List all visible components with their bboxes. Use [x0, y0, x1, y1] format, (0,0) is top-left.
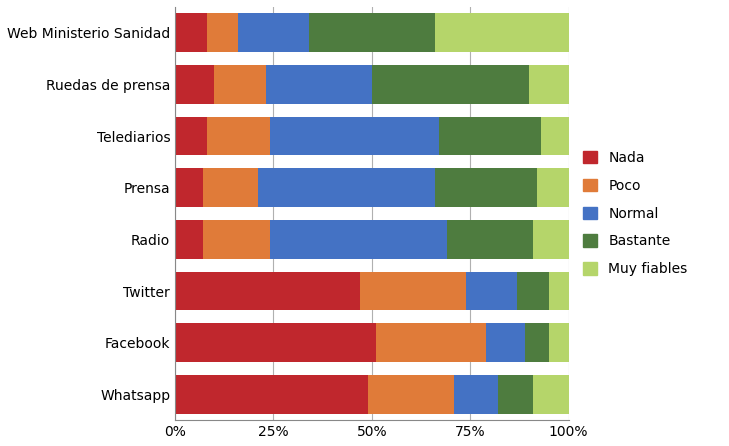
Bar [541, 117, 569, 156]
Bar [549, 272, 569, 310]
Bar [526, 323, 549, 362]
Bar [447, 220, 533, 259]
Bar [375, 323, 486, 362]
Bar [498, 375, 533, 414]
Bar [203, 169, 258, 207]
Legend: Nada, Poco, Normal, Bastante, Muy fiables: Nada, Poco, Normal, Bastante, Muy fiable… [583, 151, 687, 277]
Bar [238, 13, 309, 52]
Bar [486, 323, 526, 362]
Bar [309, 13, 434, 52]
Bar [175, 117, 206, 156]
Bar [214, 65, 265, 104]
Bar [206, 13, 238, 52]
Bar [258, 169, 434, 207]
Bar [175, 65, 214, 104]
Bar [529, 65, 569, 104]
Bar [203, 220, 270, 259]
Bar [175, 323, 375, 362]
Bar [265, 65, 372, 104]
Bar [368, 375, 454, 414]
Bar [439, 117, 541, 156]
Bar [270, 117, 439, 156]
Bar [454, 375, 498, 414]
Bar [175, 220, 203, 259]
Bar [518, 272, 549, 310]
Bar [549, 323, 569, 362]
Bar [434, 169, 537, 207]
Bar [434, 13, 569, 52]
Bar [360, 272, 467, 310]
Bar [175, 169, 203, 207]
Bar [175, 272, 360, 310]
Bar [533, 375, 569, 414]
Bar [206, 117, 270, 156]
Bar [270, 220, 447, 259]
Bar [175, 375, 368, 414]
Bar [533, 220, 569, 259]
Bar [372, 65, 529, 104]
Bar [175, 13, 206, 52]
Bar [537, 169, 569, 207]
Bar [467, 272, 518, 310]
